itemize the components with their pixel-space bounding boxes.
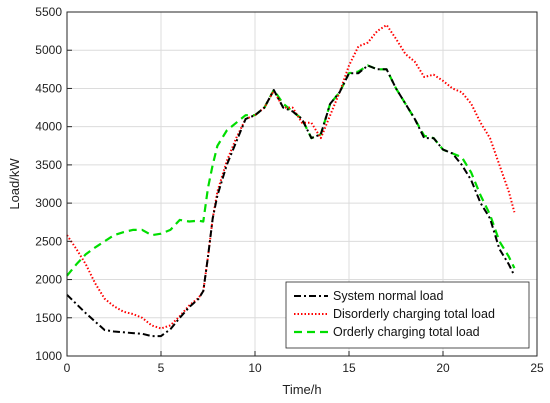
y-tick-label: 5000 <box>35 43 62 57</box>
series-line-system-normal-load <box>66 64 516 338</box>
y-tick-label: 1500 <box>35 311 62 325</box>
legend-label-system-normal-load: System normal load <box>333 289 444 303</box>
y-tick-label: 3500 <box>35 158 62 172</box>
x-tick-label: 5 <box>158 361 165 375</box>
legend-label-disorderly-charging-total-load: Disorderly charging total load <box>333 307 495 321</box>
x-tick-label: 25 <box>530 361 544 375</box>
x-tick-label: 15 <box>342 361 356 375</box>
y-tick-label: 3000 <box>35 196 62 210</box>
series-line-orderly-charging-total-load <box>66 64 516 277</box>
x-tick-label: 10 <box>248 361 262 375</box>
y-tick-label: 2500 <box>35 234 62 248</box>
y-tick-label: 1000 <box>35 349 62 363</box>
y-axis-title: Load/kW <box>7 158 22 210</box>
plot-frame <box>66 11 538 357</box>
axis-ticks: 0 5 10 15 20 25 1000 1500 2000 2500 3000 3500 4000 45… <box>35 5 544 375</box>
grid <box>67 12 537 356</box>
x-tick-label: 0 <box>64 361 71 375</box>
y-tick-label: 2000 <box>35 273 62 287</box>
x-tick-label: 20 <box>436 361 450 375</box>
legend: System normal load Disorderly charging t… <box>285 281 530 349</box>
series-lines <box>66 24 516 338</box>
y-tick-label: 4500 <box>35 81 62 95</box>
x-axis-title: Time/h <box>282 382 321 397</box>
series-line-disorderly-charging-total-load <box>66 24 516 330</box>
y-tick-label: 4000 <box>35 120 62 134</box>
y-tick-label: 5500 <box>35 5 62 19</box>
legend-label-orderly-charging-total-load: Orderly charging total load <box>333 325 480 339</box>
